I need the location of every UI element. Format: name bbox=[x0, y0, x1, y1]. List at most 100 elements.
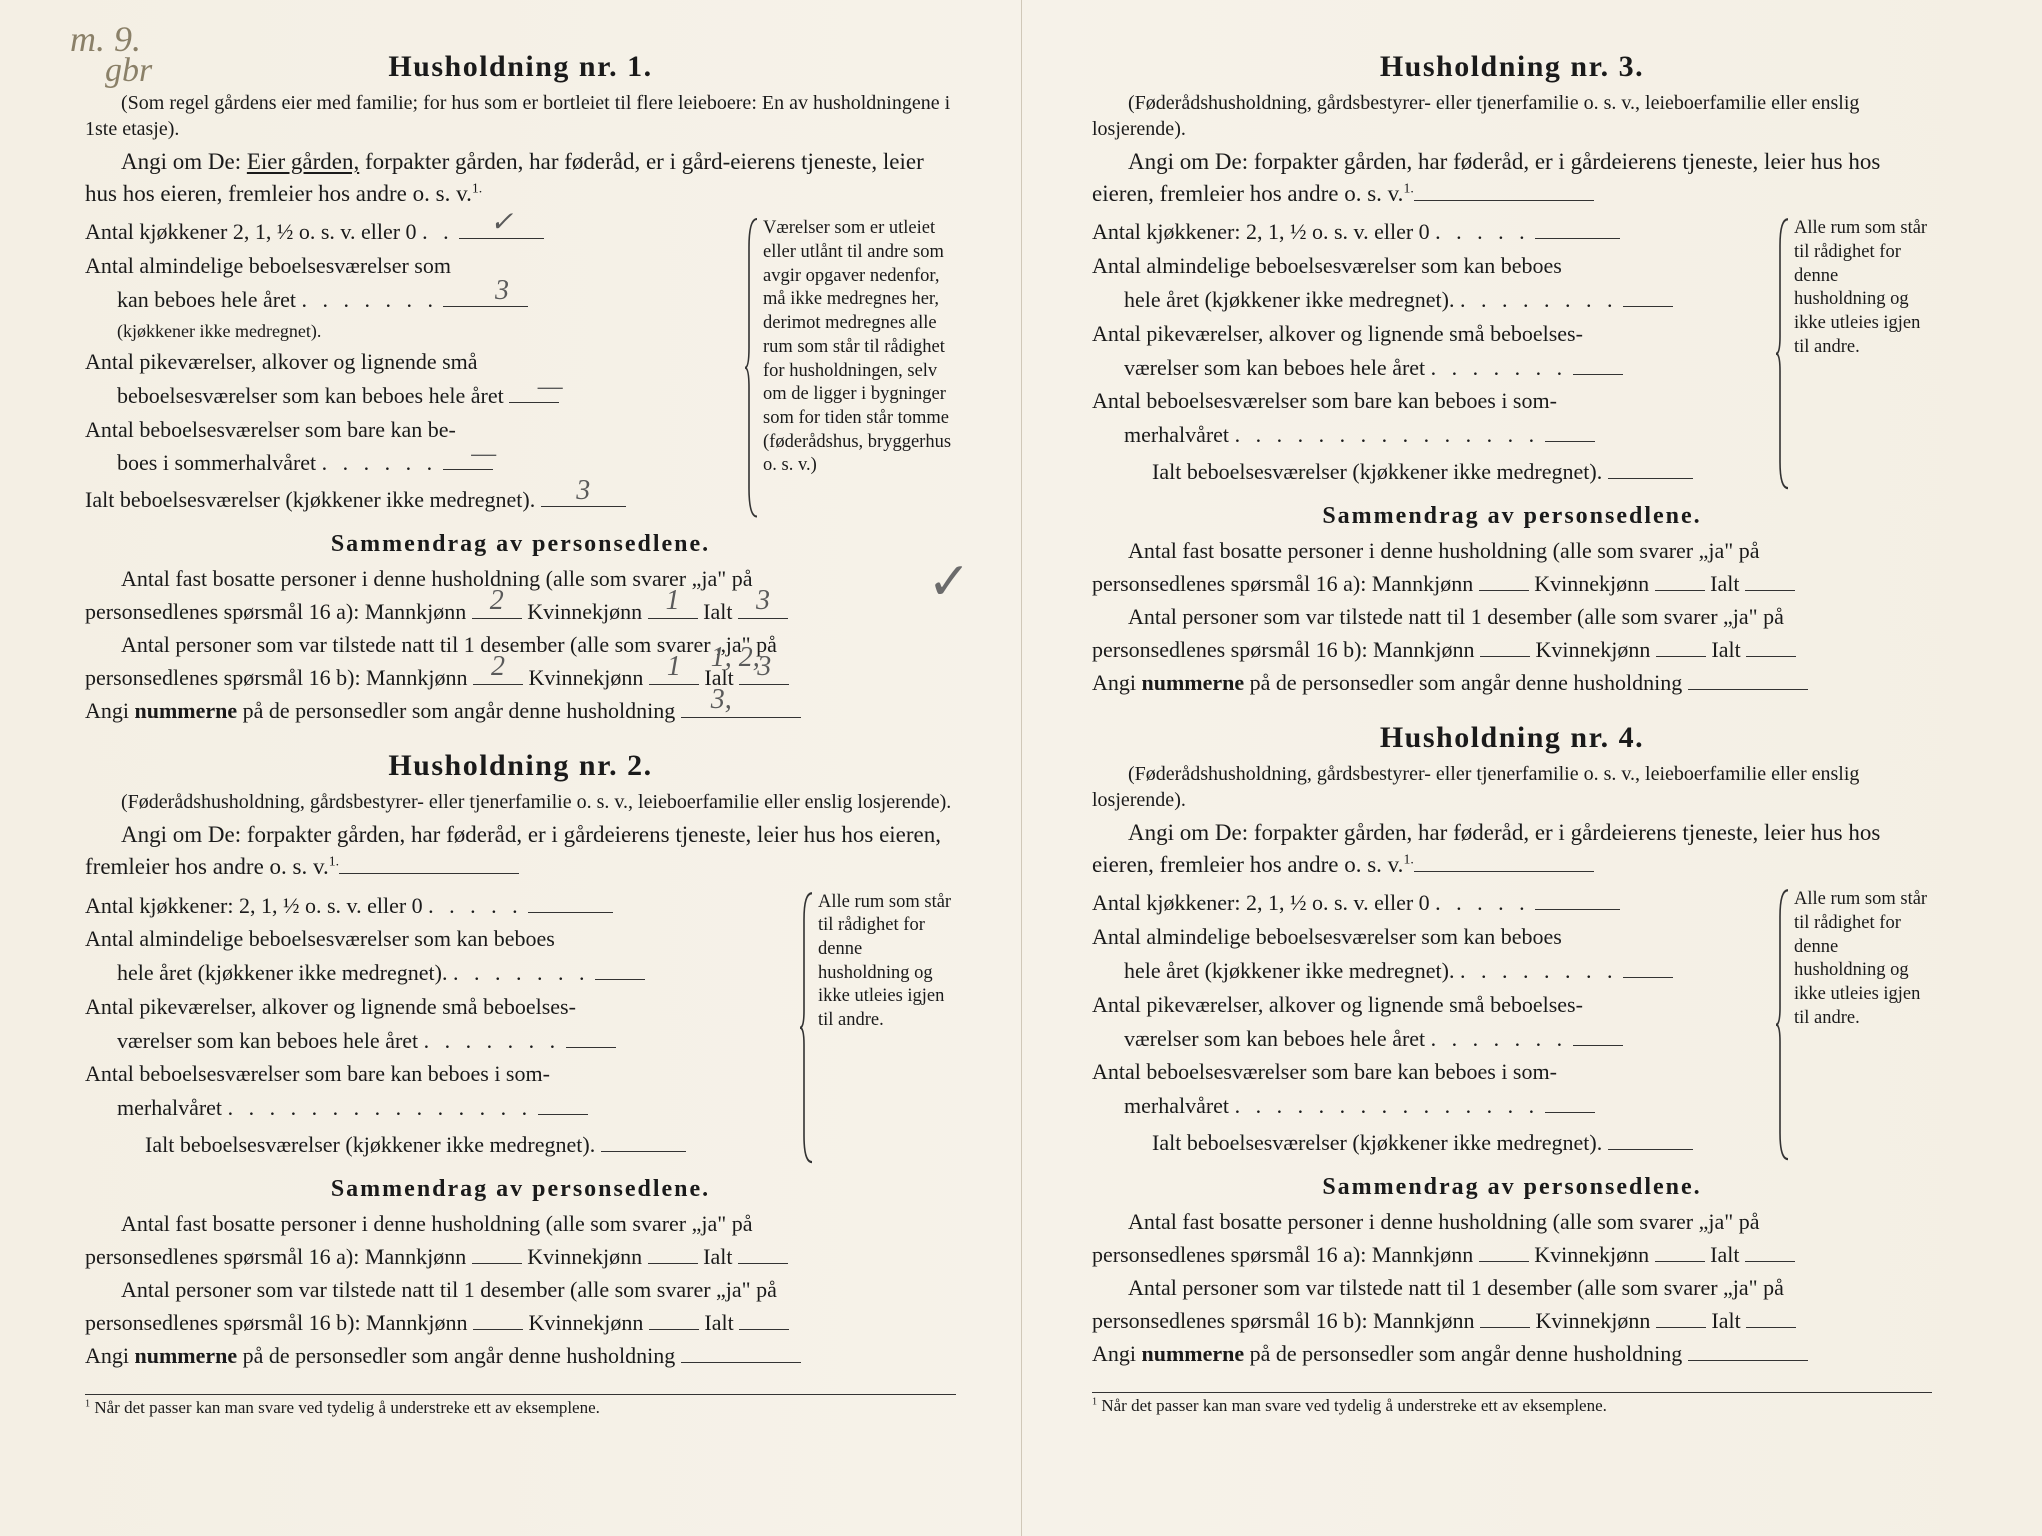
hh1-sum3c: på de personsedler som angår denne husho… bbox=[237, 698, 675, 723]
hh1-rooms-left: Antal kjøkkener 2, 1, ½ o. s. v. eller 0… bbox=[85, 217, 741, 519]
hh1-vm2: 2 bbox=[491, 646, 505, 688]
hh3-sum3c: på de personsedler som angår denne husho… bbox=[1244, 670, 1682, 695]
hh3-summary-title: Sammendrag av personsedlene. bbox=[1092, 503, 1932, 530]
hh4-r3a: Antal pikeværelser, alkover og lignende … bbox=[1092, 992, 1583, 1017]
hh3-r1: Antal kjøkkener: 2, 1, ½ o. s. v. eller … bbox=[1092, 219, 1430, 244]
hh1-sum1b: personsedlenes spørsmål 16 a): Mannkjønn bbox=[85, 599, 466, 624]
household-4: Husholdning nr. 4. (Føderådshusholdning,… bbox=[1092, 721, 1932, 1370]
hh3-r3b: værelser som kan beboes hele året bbox=[1124, 355, 1425, 380]
hh2-sum3c: på de personsedler som angår denne husho… bbox=[237, 1343, 675, 1368]
hh2-angi: Angi om De: forpakter gården, har føderå… bbox=[85, 819, 956, 882]
handwritten-annotation-2: gbr bbox=[105, 52, 152, 90]
hh2-sum1a: Antal fast bosatte personer i denne hush… bbox=[85, 1207, 956, 1240]
hh4-title: Husholdning nr. 4. bbox=[1092, 721, 1932, 755]
hh3-r4a: Antal beboelsesværelser som bare kan beb… bbox=[1092, 388, 1557, 413]
hh4-sum2a: Antal personer som var tilstede natt til… bbox=[1092, 1271, 1932, 1304]
hh1-sum3b: nummerne bbox=[135, 698, 238, 723]
hh1-r4a: Antal beboelsesværelser som bare kan be- bbox=[85, 417, 456, 442]
hh1-v4: — bbox=[439, 434, 496, 473]
hh4-r4b: merhalvåret bbox=[1124, 1093, 1229, 1118]
hh3-sum3b: nummerne bbox=[1142, 670, 1245, 695]
footnote-sup-left: 1 bbox=[85, 1398, 90, 1409]
hh3-sidenote-block: Alle rum som står til rådighet for denne… bbox=[1782, 217, 1932, 490]
hh4-sum3a: Angi bbox=[1092, 1341, 1142, 1366]
hh4-angi: Angi om De: forpakter gården, har føderå… bbox=[1092, 817, 1932, 880]
hh3-sum1a: Antal fast bosatte personer i denne hush… bbox=[1092, 534, 1932, 567]
hh1-sum2b: personsedlenes spørsmål 16 b): Mannkjønn bbox=[85, 665, 468, 690]
hh1-sum1a: Antal fast bosatte personer i denne hush… bbox=[85, 562, 956, 595]
hh2-sum1d: Ialt bbox=[703, 1244, 732, 1269]
footnote-text-right: Når det passer kan man svare ved tydelig… bbox=[1101, 1396, 1607, 1415]
hh2-sup: 1. bbox=[329, 853, 339, 868]
hh1-vi1: 3 bbox=[756, 580, 770, 622]
hh1-rooms: Antal kjøkkener 2, 1, ½ o. s. v. eller 0… bbox=[85, 217, 956, 519]
hh1-sidenote-block: Værelser som er utleiet eller utlånt til… bbox=[751, 217, 956, 519]
hh3-sup: 1. bbox=[1403, 180, 1413, 195]
hh2-sum1c: Kvinnekjønn bbox=[527, 1244, 642, 1269]
hh1-summary-title: Sammendrag av personsedlene. bbox=[85, 531, 956, 558]
hh1-sum2a: Antal personer som var tilstede natt til… bbox=[85, 628, 956, 661]
hh2-sum3b: nummerne bbox=[135, 1343, 238, 1368]
brace-icon-2 bbox=[800, 891, 816, 1164]
hh4-sum1b: personsedlenes spørsmål 16 a): Mannkjønn bbox=[1092, 1242, 1473, 1267]
hh3-sum3a: Angi bbox=[1092, 670, 1142, 695]
hh1-vnums: 1, 2, 3, bbox=[711, 637, 771, 721]
hh2-r2b: hele året (kjøkkener ikke medregnet). bbox=[117, 960, 447, 985]
footnote-text-left: Når det passer kan man svare ved tydelig… bbox=[94, 1398, 600, 1417]
hh4-sidenote: Alle rum som står til rådighet for denne… bbox=[1794, 889, 1927, 1027]
hh4-summary-title: Sammendrag av personsedlene. bbox=[1092, 1174, 1932, 1201]
hh4-r4a: Antal beboelsesværelser som bare kan beb… bbox=[1092, 1059, 1557, 1084]
hh1-vk1: 1 bbox=[666, 580, 680, 622]
hh2-r5: Ialt beboelsesværelser (kjøkkener ikke m… bbox=[145, 1132, 595, 1157]
hh1-r5: Ialt beboelsesværelser (kjøkkener ikke m… bbox=[85, 487, 535, 512]
household-2: Husholdning nr. 2. (Føderådshusholdning,… bbox=[85, 749, 956, 1372]
hh2-r3b: værelser som kan beboes hele året bbox=[117, 1028, 418, 1053]
hh1-sum1d: Ialt bbox=[703, 599, 732, 624]
hh1-v3: — bbox=[506, 367, 563, 406]
hh2-r1: Antal kjøkkener: 2, 1, ½ o. s. v. eller … bbox=[85, 893, 423, 918]
hh4-sum1d: Ialt bbox=[1710, 1242, 1739, 1267]
hh4-r2a: Antal almindelige beboelsesværelser som … bbox=[1092, 924, 1562, 949]
hh2-sum2d: Ialt bbox=[704, 1310, 733, 1335]
household-3: Husholdning nr. 3. (Føderådshusholdning,… bbox=[1092, 50, 1932, 699]
hh2-summary-title: Sammendrag av personsedlene. bbox=[85, 1176, 956, 1203]
hh1-r2c: (kjøkkener ikke medregnet). bbox=[117, 321, 321, 341]
hh3-rooms-left: Antal kjøkkener: 2, 1, ½ o. s. v. eller … bbox=[1092, 217, 1772, 490]
hh1-r3b: beboelsesværelser som kan beboes hele år… bbox=[117, 383, 504, 408]
hh4-sidenote-block: Alle rum som står til rådighet for denne… bbox=[1782, 888, 1932, 1161]
hh1-sum2c: Kvinnekjønn bbox=[529, 665, 644, 690]
hh4-sum3b: nummerne bbox=[1142, 1341, 1245, 1366]
hh4-r1: Antal kjøkkener: 2, 1, ½ o. s. v. eller … bbox=[1092, 890, 1430, 915]
hh1-r2b: kan beboes hele året bbox=[117, 287, 296, 312]
hh3-sum1c: Kvinnekjønn bbox=[1534, 571, 1649, 596]
hh4-sum2c: Kvinnekjønn bbox=[1536, 1308, 1651, 1333]
hh4-sum3c: på de personsedler som angår denne husho… bbox=[1244, 1341, 1682, 1366]
hh3-title: Husholdning nr. 3. bbox=[1092, 50, 1932, 84]
hh1-vk2: 1 bbox=[667, 646, 681, 688]
hh3-sum2c: Kvinnekjønn bbox=[1536, 637, 1651, 662]
brace-icon bbox=[745, 217, 761, 519]
hh3-r2b: hele året (kjøkkener ikke medregnet). bbox=[1124, 287, 1454, 312]
hh4-r5: Ialt beboelsesværelser (kjøkkener ikke m… bbox=[1152, 1130, 1602, 1155]
hh1-r2a: Antal almindelige beboelsesværelser som bbox=[85, 253, 451, 278]
hh3-sum1d: Ialt bbox=[1710, 571, 1739, 596]
hh3-sidenote: Alle rum som står til rådighet for denne… bbox=[1794, 218, 1927, 356]
hh4-r2b: hele året (kjøkkener ikke medregnet). bbox=[1124, 958, 1454, 983]
hh2-rooms: Antal kjøkkener: 2, 1, ½ o. s. v. eller … bbox=[85, 891, 956, 1164]
hh2-sum1b: personsedlenes spørsmål 16 a): Mannkjønn bbox=[85, 1244, 466, 1269]
hh1-v5: 3 bbox=[576, 471, 590, 510]
hh2-title: Husholdning nr. 2. bbox=[85, 749, 956, 783]
hh2-r4a: Antal beboelsesværelser som bare kan beb… bbox=[85, 1061, 550, 1086]
hh3-r5: Ialt beboelsesværelser (kjøkkener ikke m… bbox=[1152, 459, 1602, 484]
hh2-r4b: merhalvåret bbox=[117, 1095, 222, 1120]
hh2-note: (Føderådshusholdning, gårdsbestyrer- ell… bbox=[85, 789, 956, 815]
hh4-sum1c: Kvinnekjønn bbox=[1534, 1242, 1649, 1267]
hh2-sum3a: Angi bbox=[85, 1343, 135, 1368]
hh3-r2a: Antal almindelige beboelsesværelser som … bbox=[1092, 253, 1562, 278]
footnote-sup-right: 1 bbox=[1092, 1396, 1097, 1407]
hh4-rooms-left: Antal kjøkkener: 2, 1, ½ o. s. v. eller … bbox=[1092, 888, 1772, 1161]
hh1-r1: Antal kjøkkener 2, 1, ½ o. s. v. eller 0 bbox=[85, 219, 417, 244]
hh3-sum2a: Antal personer som var tilstede natt til… bbox=[1092, 600, 1932, 633]
hh3-note: (Føderådshusholdning, gårdsbestyrer- ell… bbox=[1092, 90, 1932, 142]
hh1-angi-underlined: Eier gården, bbox=[247, 149, 359, 174]
